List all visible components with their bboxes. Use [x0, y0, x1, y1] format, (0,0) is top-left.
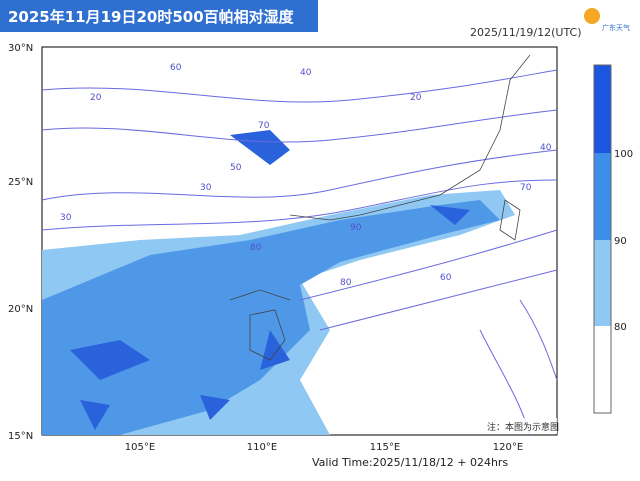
contour-label: 70 — [258, 121, 270, 131]
contour-label: 40 — [540, 143, 552, 153]
logo-icon — [584, 8, 600, 24]
contour-label: 80 — [340, 278, 352, 288]
lon-label: 110°E — [247, 442, 277, 453]
contour-label: 30 — [200, 183, 212, 193]
colorbar-label: 100 — [614, 149, 633, 160]
note: 注：本图为示意图 — [487, 421, 559, 433]
contour-label: 60 — [440, 273, 452, 283]
lon-label: 120°E — [493, 442, 523, 453]
issue-time: 2025/11/19/12(UTC) — [470, 26, 582, 39]
colorbar-frame — [593, 64, 612, 414]
lat-label: 15°N — [8, 431, 33, 442]
colorbar-band — [594, 65, 611, 153]
contour-label: 40 — [300, 68, 312, 78]
coastline — [229, 54, 531, 361]
colorbar-label: 80 — [614, 322, 627, 333]
lon-axis: 105°E 110°E 115°E 120°E — [125, 442, 523, 453]
lat-axis: 30°N 25°N 20°N 15°N — [8, 43, 33, 442]
contour-label: 30 — [60, 213, 72, 223]
humid-90 — [42, 200, 500, 435]
lon-label: 115°E — [370, 442, 400, 453]
contour-label: 20 — [410, 93, 422, 103]
contours — [41, 69, 558, 436]
lat-label: 20°N — [8, 304, 33, 315]
valid-time: Valid Time:2025/11/18/12 + 024hrs — [312, 456, 508, 469]
contour-label: 50 — [230, 163, 242, 173]
contour-label: 70 — [520, 183, 532, 193]
colorbar-band — [594, 153, 611, 240]
lat-label: 25°N — [8, 177, 33, 188]
contour-label: 90 — [350, 223, 362, 233]
colorbar-band — [594, 240, 611, 326]
colorbar: 100 90 80 — [593, 64, 633, 414]
logo-text: 广东天气 — [602, 23, 630, 32]
colorbar-label: 90 — [614, 236, 627, 247]
note-box — [483, 418, 557, 434]
contour-label: 80 — [250, 243, 262, 253]
title: 2025年11月19日20时500百帕相对湿度 — [8, 8, 295, 26]
lon-label: 105°E — [125, 442, 155, 453]
title-box — [0, 0, 318, 32]
contour-label: 60 — [170, 63, 182, 73]
colorbar-band — [594, 326, 611, 413]
contour-label: 20 — [90, 93, 102, 103]
map-area: 60 40 20 70 50 30 80 90 40 60 30 20 70 8… — [41, 46, 559, 436]
lat-label: 30°N — [8, 43, 33, 54]
